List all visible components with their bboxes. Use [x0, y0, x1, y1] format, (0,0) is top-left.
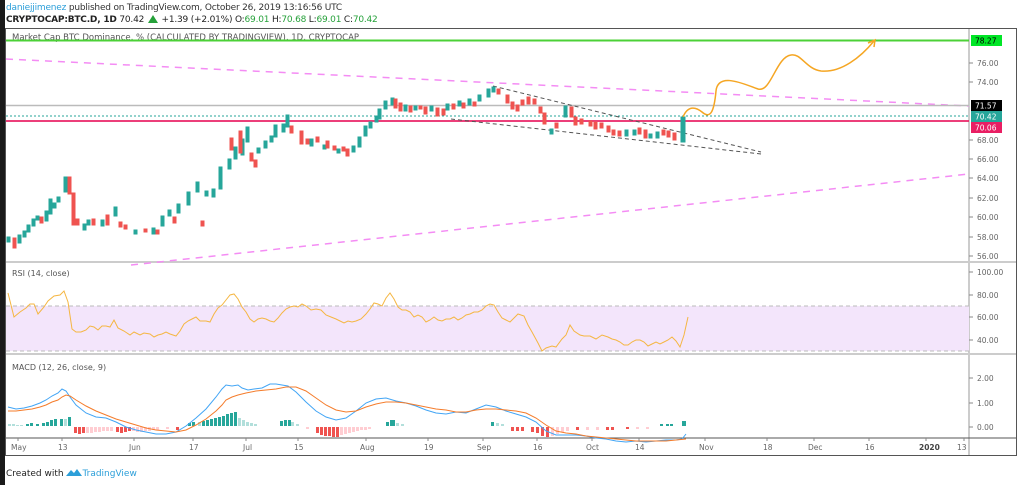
svg-text:16: 16	[533, 443, 543, 452]
svg-text:64.00: 64.00	[977, 174, 999, 183]
svg-text:56.00: 56.00	[977, 252, 999, 261]
high-label: H:	[271, 15, 282, 25]
macd-axis[interactable]: 2.00 1.00 0.00	[969, 374, 994, 432]
symbol-name: CRYPTOCAP:BTC.D, 1D	[6, 15, 117, 25]
time-axis[interactable]: May 13 Jun 17 Jul 15 Aug 19 Sep 16 Oct 1…	[11, 438, 967, 452]
projection-arrowhead-icon	[867, 38, 876, 48]
tradingview-brand-link[interactable]: TradingView	[82, 469, 137, 479]
svg-text:74.00: 74.00	[977, 78, 999, 87]
footer-branding: Created with TradingView	[6, 468, 137, 479]
svg-text:Oct: Oct	[586, 443, 599, 452]
macd-legend: MACD (12, 26, close, 9)	[12, 363, 106, 372]
rsi-axis[interactable]: 100.00 80.00 60.00 40.00	[969, 268, 1003, 345]
price-label-70-42	[971, 111, 1002, 122]
svg-text:18: 18	[763, 443, 773, 452]
svg-text:66.00: 66.00	[977, 155, 999, 164]
open-label: O:	[234, 15, 245, 25]
tradingview-logo-icon	[66, 469, 83, 476]
upper-trendline[interactable]	[5, 58, 970, 107]
close-value: 70.42	[352, 15, 378, 25]
svg-text:15: 15	[294, 443, 304, 452]
svg-text:14: 14	[635, 443, 645, 452]
svg-text:0.00: 0.00	[977, 423, 994, 432]
svg-text:Jul: Jul	[242, 443, 252, 452]
chart-snapshot: daniejjimenez published on TradingView.c…	[5, 0, 1021, 485]
publish-info: daniejjimenez published on TradingView.c…	[6, 3, 342, 13]
svg-text:76.00: 76.00	[977, 59, 999, 68]
symbol-info: CRYPTOCAP:BTC.D, 1D 70.42 +1.39 (+2.01%)…	[6, 15, 378, 25]
svg-text:70.06: 70.06	[975, 124, 997, 133]
projection-path[interactable]	[682, 40, 875, 118]
up-triangle-icon	[147, 15, 158, 23]
svg-text:13: 13	[957, 443, 967, 452]
svg-text:60.00: 60.00	[977, 213, 999, 222]
svg-text:68.00: 68.00	[977, 136, 999, 145]
author-link[interactable]: daniejjimenez	[6, 3, 67, 13]
svg-text:Dec: Dec	[808, 443, 823, 452]
svg-text:100.00: 100.00	[977, 268, 1003, 277]
macd-histogram	[8, 412, 686, 437]
rsi-band	[6, 306, 969, 351]
main-price-axis[interactable]: 76.00 74.00 68.00 66.00 64.00 62.00 60.0…	[969, 59, 999, 261]
price-change: +1.39 (+2.01%)	[161, 15, 233, 25]
svg-text:Aug: Aug	[360, 443, 375, 452]
published-text: published on TradingView.com, October 26…	[66, 3, 343, 13]
svg-text:13: 13	[58, 443, 68, 452]
rsi-legend: RSI (14, close)	[12, 269, 70, 278]
svg-text:60.00: 60.00	[977, 313, 999, 322]
svg-text:1.00: 1.00	[977, 399, 994, 408]
candlesticks	[6, 86, 686, 249]
price-label-70-06	[971, 122, 1002, 133]
rsi-line[interactable]	[7, 290, 689, 352]
svg-text:Nov: Nov	[699, 443, 714, 452]
svg-text:80.00: 80.00	[977, 291, 999, 300]
svg-text:2020: 2020	[919, 443, 940, 452]
svg-text:40.00: 40.00	[977, 336, 999, 345]
open-value: 69.01	[244, 15, 270, 25]
main-legend: Market Cap BTC Dominance, % (CALCULATED …	[12, 33, 359, 43]
svg-text:Jun: Jun	[128, 443, 141, 452]
price-labels: 78.27 71.57 70.42 70.06	[971, 35, 1002, 133]
wedge-lower-line[interactable]	[450, 118, 762, 155]
high-value: 70.68	[281, 15, 307, 25]
svg-text:Sep: Sep	[477, 443, 491, 452]
created-with-text: Created with	[6, 469, 64, 479]
chart-container[interactable]: Market Cap BTC Dominance, % (CALCULATED …	[5, 28, 1017, 456]
macd-signal-line[interactable]	[8, 386, 687, 442]
close-label: C:	[343, 15, 353, 25]
svg-text:71.57: 71.57	[975, 102, 997, 111]
low-label: L:	[308, 15, 317, 25]
macd-line[interactable]	[7, 383, 687, 443]
chart-svg: Market Cap BTC Dominance, % (CALCULATED …	[5, 29, 1016, 455]
svg-text:58.00: 58.00	[977, 233, 999, 242]
low-value: 69.01	[316, 15, 342, 25]
svg-text:78.27: 78.27	[975, 37, 997, 46]
svg-text:19: 19	[424, 443, 434, 452]
price-label-71-57	[971, 100, 1002, 111]
svg-text:2.00: 2.00	[977, 374, 994, 383]
svg-text:17: 17	[189, 443, 199, 452]
svg-text:16: 16	[865, 443, 875, 452]
svg-text:May: May	[11, 443, 27, 452]
wedge-upper-line[interactable]	[492, 85, 762, 153]
last-price: 70.42	[119, 15, 145, 25]
price-label-78-27	[971, 35, 1002, 46]
lower-trendline[interactable]	[130, 173, 970, 266]
svg-text:62.00: 62.00	[977, 194, 999, 203]
svg-text:70.42: 70.42	[975, 113, 997, 122]
